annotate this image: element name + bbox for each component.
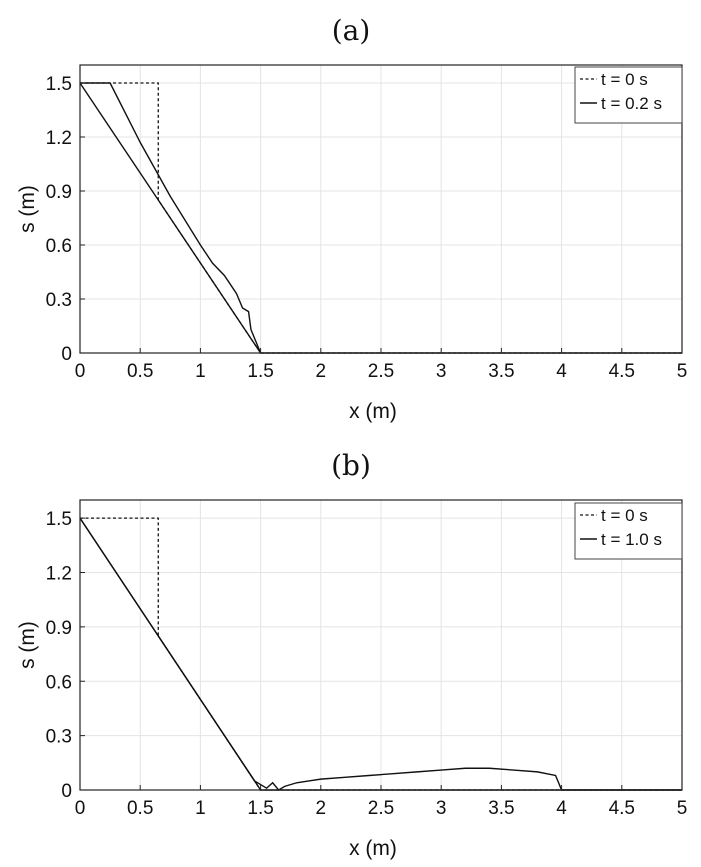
x-tick-label: 3.5 bbox=[488, 361, 514, 382]
y-tick-label: 0.9 bbox=[46, 182, 72, 203]
y-tick-label: 0 bbox=[61, 781, 72, 802]
series-line-0 bbox=[80, 517, 682, 791]
x-tick-label: 2.5 bbox=[368, 798, 394, 819]
x-tick-label: 3 bbox=[436, 361, 447, 382]
series-line-1 bbox=[80, 82, 682, 354]
x-tick-label: 2.5 bbox=[368, 361, 394, 382]
x-tick-label: 5 bbox=[677, 798, 688, 819]
x-axis-label: x (m) bbox=[349, 837, 397, 860]
y-tick-label: 0.6 bbox=[46, 236, 72, 257]
y-tick-label: 0.3 bbox=[46, 290, 72, 311]
y-tick-label: 0.9 bbox=[46, 618, 72, 639]
x-tick-label: 0.5 bbox=[127, 798, 153, 819]
panel-a: 0 0.5 1 1.5 2 2.5 3 3.5 4 4.5 5 0 0.3 0.6 0.9 1.2 1.5 (a)… bbox=[16, 14, 687, 423]
y-axis-label: s (m) bbox=[16, 185, 39, 233]
y-axis-label: s (m) bbox=[16, 621, 39, 669]
x-tick-label: 0 bbox=[75, 798, 86, 819]
panel-b: 0 0.5 1 1.5 2 2.5 3 3.5 4 4.5 5 0 0.3 0.6 0.9 1.2 1.5 (b)… bbox=[16, 449, 687, 860]
series-line-2 bbox=[79, 82, 262, 354]
x-tick-label: 1 bbox=[195, 798, 206, 819]
x-tick-label: 1 bbox=[195, 361, 206, 382]
legend: t = 0 s t = 0.2 s bbox=[574, 66, 683, 124]
y-tick-label: 1.2 bbox=[46, 564, 72, 585]
legend-box bbox=[574, 502, 683, 560]
legend-label: t = 1.0 s bbox=[601, 530, 662, 549]
x-tick-label: 2 bbox=[316, 361, 327, 382]
x-tick-label: 3.5 bbox=[488, 798, 514, 819]
x-tick-label: 4.5 bbox=[609, 361, 635, 382]
x-tick-label: 1.5 bbox=[247, 798, 273, 819]
panel-title: (a) bbox=[332, 14, 371, 47]
y-tick-label: 1.2 bbox=[46, 128, 72, 149]
y-tick-label: 0.6 bbox=[46, 672, 72, 693]
x-tick-label: 0.5 bbox=[127, 361, 153, 382]
y-tick-label: 0 bbox=[61, 344, 72, 365]
x-tick-label: 3 bbox=[436, 798, 447, 819]
legend: t = 0 s t = 1.0 s bbox=[574, 502, 683, 560]
y-tick-label: 0.3 bbox=[46, 727, 72, 748]
panel-title: (b) bbox=[331, 449, 371, 482]
legend-label: t = 0.2 s bbox=[601, 94, 662, 113]
x-tick-label: 0 bbox=[75, 361, 86, 382]
x-tick-label: 4 bbox=[556, 798, 567, 819]
y-tick-label: 1.5 bbox=[46, 509, 72, 530]
x-tick-label: 4 bbox=[556, 361, 567, 382]
legend-label: t = 0 s bbox=[601, 70, 648, 89]
x-tick-label: 5 bbox=[677, 361, 688, 382]
legend-label: t = 0 s bbox=[601, 506, 648, 525]
x-tick-label: 4.5 bbox=[609, 798, 635, 819]
x-axis-label: x (m) bbox=[349, 400, 397, 423]
x-tick-label: 2 bbox=[316, 798, 327, 819]
legend-box bbox=[574, 66, 683, 124]
y-tick-label: 1.5 bbox=[46, 74, 72, 95]
x-tick-label: 1.5 bbox=[247, 361, 273, 382]
